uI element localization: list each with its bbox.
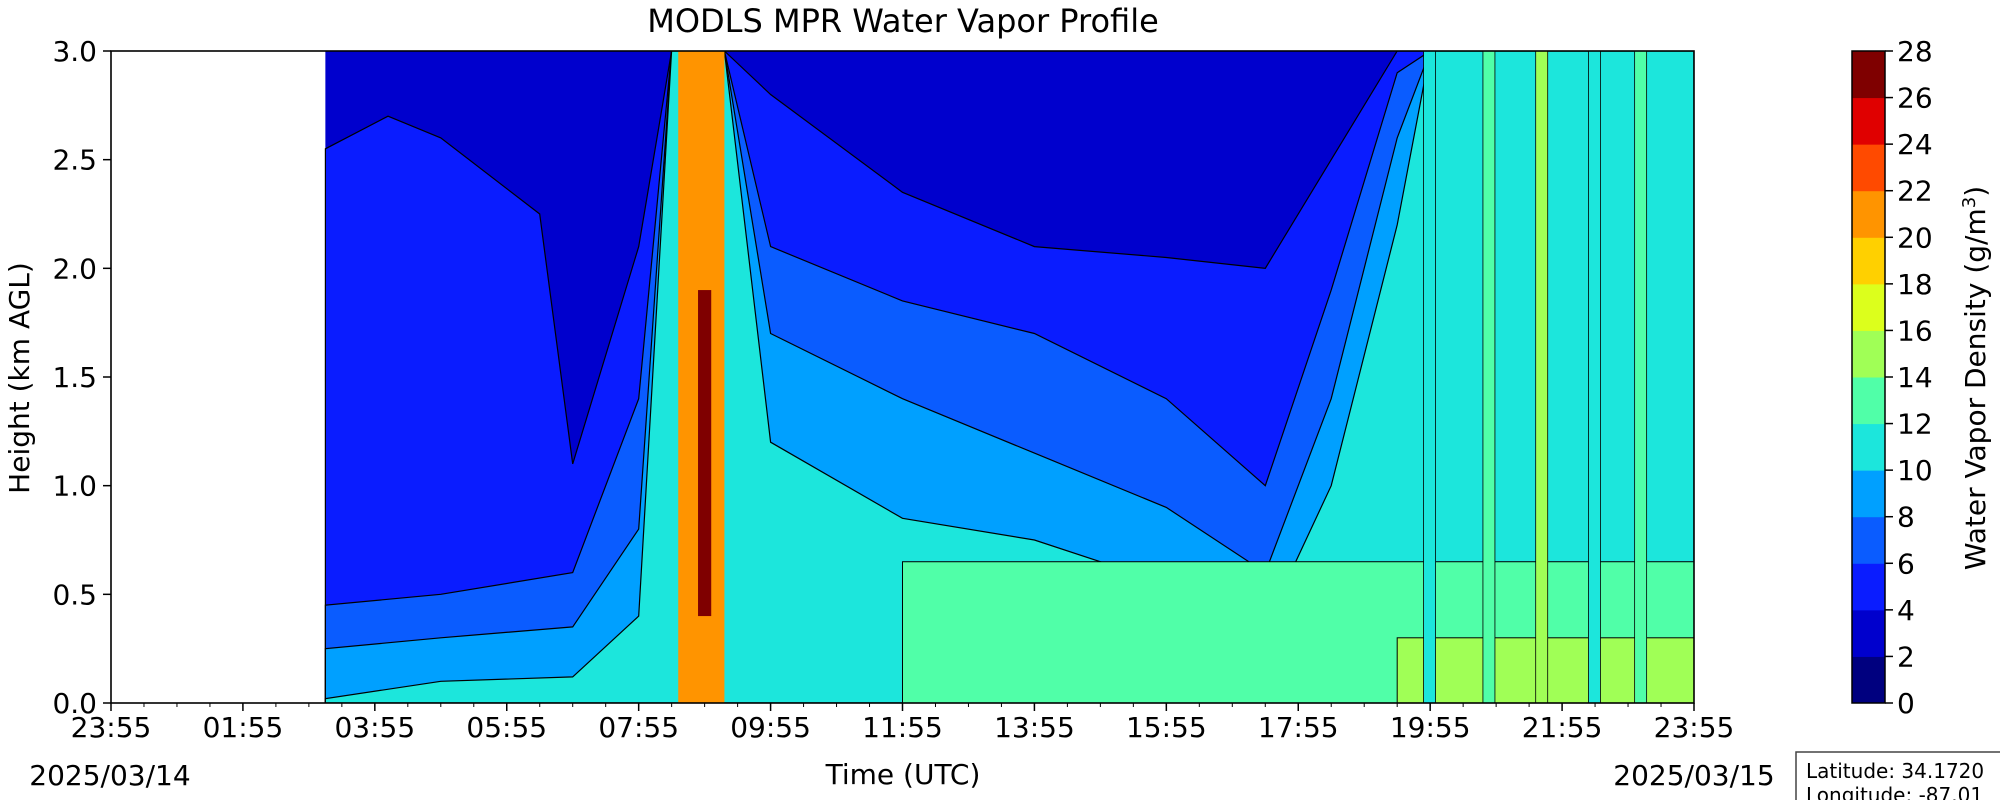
x-tick-label: 19:55	[1390, 711, 1471, 744]
colorbar-tick-label: 4	[1897, 594, 1915, 627]
colorbar-label: Water Vapor Density (g/m3)	[1959, 186, 1992, 570]
longitude-text: Longitude: -87.01	[1806, 783, 1983, 800]
colorbar-segment	[1852, 563, 1885, 611]
colorbar-tick-label: 24	[1897, 128, 1933, 161]
colorbar-tick-label: 12	[1897, 408, 1933, 441]
contour-field	[324, 51, 1694, 703]
contour-band	[1634, 51, 1648, 703]
colorbar-tick-label: 10	[1897, 454, 1933, 487]
colorbar-tick-label: 28	[1897, 35, 1933, 68]
y-tick-label: 1.0	[52, 470, 97, 503]
plot-area: 23:55 01:55 03:55 05:55 07:55 09:55 11:55 13:55…	[52, 35, 1734, 744]
date-right: 2025/03/15	[1613, 759, 1774, 792]
y-tick-label: 3.0	[52, 35, 97, 68]
colorbar-tick-label: 22	[1897, 175, 1933, 208]
y-tick-label: 2.5	[52, 144, 97, 177]
location-info-box: Latitude: 34.1720 Longitude: -87.01	[1795, 751, 2000, 800]
colorbar-segment	[1852, 377, 1885, 425]
contour-band	[324, 51, 1694, 703]
colorbar-tick-label: 14	[1897, 361, 1933, 394]
y-axis-label: Height (km AGL)	[3, 262, 36, 494]
contour-band	[1535, 51, 1549, 703]
x-tick-label: 09:55	[730, 711, 811, 744]
colorbar-tick-label: 26	[1897, 82, 1933, 115]
contour-band	[698, 290, 712, 617]
x-tick-label: 13:55	[994, 711, 1075, 744]
colorbar-segment	[1852, 330, 1885, 378]
contour-band	[1423, 51, 1436, 703]
x-tick-label: 07:55	[598, 711, 679, 744]
x-tick-label: 05:55	[466, 711, 547, 744]
y-tick-label: 1.5	[52, 361, 97, 394]
y-tick-label: 2.0	[52, 252, 97, 285]
colorbar-tick-label: 16	[1897, 314, 1933, 347]
colorbar-segment	[1852, 190, 1885, 238]
colorbar-segment	[1852, 470, 1885, 518]
colorbar-segment	[1852, 423, 1885, 471]
contour-band	[1482, 51, 1496, 703]
colorbar-segment	[1852, 51, 1885, 99]
date-left: 2025/03/14	[29, 759, 190, 792]
x-tick-label: 23:55	[1654, 711, 1735, 744]
contour-band	[1588, 51, 1601, 703]
colorbar-segment	[1852, 516, 1885, 564]
x-tick-label: 23:55	[71, 711, 152, 744]
y-tick-label: 0.0	[52, 687, 97, 720]
x-tick-label: 15:55	[1126, 711, 1207, 744]
colorbar-segment	[1852, 283, 1885, 331]
colorbar-tick-label: 18	[1897, 268, 1933, 301]
chart-title: MODLS MPR Water Vapor Profile	[647, 2, 1159, 40]
colorbar-tick-label: 2	[1897, 640, 1915, 673]
colorbar-segment	[1852, 609, 1885, 657]
colorbar-tick-label: 6	[1897, 547, 1915, 580]
y-tick-label: 0.5	[52, 578, 97, 611]
x-tick-label: 01:55	[203, 711, 284, 744]
latitude-text: Latitude: 34.1720	[1806, 759, 1984, 783]
x-tick-label: 21:55	[1522, 711, 1603, 744]
colorbar-tick-label: 20	[1897, 221, 1933, 254]
colorbar-segment	[1852, 656, 1885, 704]
colorbar-segment	[1852, 144, 1885, 192]
x-tick-label: 17:55	[1258, 711, 1339, 744]
colorbar-tick-label: 0	[1897, 687, 1915, 720]
x-tick-label: 03:55	[334, 711, 415, 744]
colorbar-segment	[1852, 237, 1885, 285]
colorbar-tick-label: 8	[1897, 501, 1915, 534]
x-tick-label: 11:55	[862, 711, 943, 744]
colorbar-segment	[1852, 97, 1885, 145]
x-axis-label: Time (UTC)	[825, 758, 981, 791]
